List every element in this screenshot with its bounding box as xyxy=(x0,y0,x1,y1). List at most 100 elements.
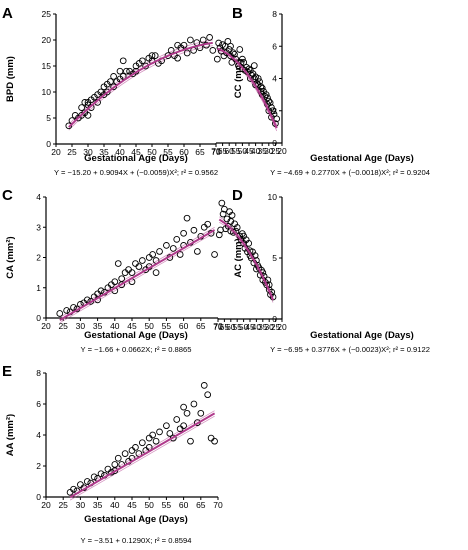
panel-c-data-point xyxy=(128,269,136,276)
panel-d-y-axis-title: AC (mm) xyxy=(233,238,244,278)
panel-e-data-point xyxy=(114,454,122,462)
panel-c-data-point xyxy=(149,251,156,258)
panel-a-x-tick-label: 50 xyxy=(147,147,157,157)
panel-a-data-point xyxy=(174,54,181,62)
panel-e-x-tick-label: 20 xyxy=(41,500,51,510)
panel-e-x-tick-label: 25 xyxy=(58,500,68,510)
panel-b-equation: Y = −4.69 + 0.2770X + (−0.0018)X²; r² = … xyxy=(270,168,430,177)
panel-b-x-tick-label: 65 xyxy=(218,146,228,156)
panel-a-x-axis-title: Gestational Age (Days) xyxy=(84,153,188,164)
panel-c-data-point xyxy=(176,251,184,258)
panel-c-equation: Y = −1.66 + 0.0662X; r² = 0.8865 xyxy=(81,345,192,354)
panel-a-data-point xyxy=(119,57,127,65)
panel-c-y-tick-label: 2 xyxy=(36,253,41,263)
panel-c-y-tick-label: 3 xyxy=(36,222,41,232)
panel-a-x-tick-label: 70 xyxy=(211,147,221,157)
panel-d-x-axis-title: Gestational Age (Days) xyxy=(310,330,414,341)
panel-d-equation: Y = −6.95 + 0.3776X + (−0.0023)X²; r² = … xyxy=(270,345,430,354)
panel-e-data-point xyxy=(138,439,146,447)
panel-b-data-point xyxy=(265,97,273,105)
panel-e-axes xyxy=(45,373,218,498)
panel-a-data-point xyxy=(148,52,156,59)
panel-e-data-point xyxy=(207,434,215,442)
panel-a-equation: Y = −15.20 + 0.9094X + (−0.0059)X²; r² =… xyxy=(54,168,218,177)
panel-e-data-point xyxy=(132,444,139,451)
panel-a-data-point xyxy=(183,49,191,57)
panel-d-letter: D xyxy=(232,187,243,204)
panel-b-x-tick-label: 25 xyxy=(271,146,281,156)
panel-b-x-tick-label: 50 xyxy=(238,146,248,156)
panel-a-y-tick-label: 15 xyxy=(42,61,52,71)
panel-c-y-tick-label: 4 xyxy=(36,192,41,202)
panel-d-x-tick-label: 25 xyxy=(271,322,281,332)
panel-c-data-point xyxy=(114,260,122,267)
panel-d-x-tick-label: 60 xyxy=(226,322,236,332)
panel-c-data-point xyxy=(83,296,91,304)
panel-b-x-tick-label: 55 xyxy=(231,146,241,156)
panel-e-letter: E xyxy=(2,363,12,380)
panel-c-data-point xyxy=(63,307,70,314)
panel-a-x-tick-label: 55 xyxy=(163,147,173,157)
panel-d-x-tick-label: 65 xyxy=(220,322,230,332)
panel-e-data-point xyxy=(166,430,174,437)
panel-a-x-tick-label: 40 xyxy=(115,147,125,157)
panel-a-y-tick-label: 20 xyxy=(42,35,52,45)
panel-c-x-tick-label: 40 xyxy=(110,321,120,331)
panel-a-x-tick-label: 65 xyxy=(195,147,205,157)
panel-c-data-point xyxy=(190,226,198,234)
panel-e-data-point xyxy=(190,400,198,408)
panel-d-data-point xyxy=(222,225,230,233)
panel-e-data-point xyxy=(111,461,119,468)
panel-e-data-point xyxy=(187,437,194,445)
panel-e-data-point xyxy=(77,481,84,488)
panel-c-x-tick-label: 65 xyxy=(196,321,206,331)
panel-c-axes xyxy=(45,197,218,319)
panel-e-data-point xyxy=(183,409,191,417)
panel-a-letter: A xyxy=(2,5,13,22)
panel-c-data-point xyxy=(138,257,146,264)
panel-e-x-axis-title: Gestational Age (Days) xyxy=(84,514,188,525)
panel-e-x-tick-label: 40 xyxy=(110,500,120,510)
panel-a-y-axis-title: BPD (mm) xyxy=(5,56,16,102)
panel-b-data-point xyxy=(231,50,238,58)
panel-d-data-point xyxy=(219,210,227,218)
panel-b-data-point xyxy=(258,84,266,92)
panel-e-data-point xyxy=(152,437,160,445)
panel-e-data-point xyxy=(83,478,91,485)
panel-c-data-point xyxy=(194,248,201,255)
panel-b-data-point xyxy=(246,75,254,82)
panel-a-upper-ci-line xyxy=(68,39,213,125)
panel-c-x-tick-label: 70 xyxy=(213,321,223,331)
panel-d-data-point xyxy=(221,205,228,213)
panel-c-data-point xyxy=(97,287,105,295)
panel-c-x-tick-label: 20 xyxy=(41,321,51,331)
panel-a-data-point xyxy=(107,78,114,85)
panel-d-x-tick-label: 35 xyxy=(258,322,268,332)
panel-e-y-tick-label: 6 xyxy=(36,399,41,409)
panel-e-data-point xyxy=(163,422,170,430)
panel-c-data-point xyxy=(163,242,170,249)
panel-e-upper-ci-line xyxy=(69,410,215,496)
panel-c-lower-ci-line xyxy=(59,232,215,324)
panel-e-x-tick-label: 70 xyxy=(213,500,223,510)
panel-b-x-tick-label: 60 xyxy=(224,146,234,156)
panel-c-fit-line xyxy=(59,229,216,322)
panel-a-data-point xyxy=(116,67,124,75)
panel-a-y-tick-label: 0 xyxy=(46,139,51,149)
panel-d-x-tick-label: 30 xyxy=(264,322,274,332)
panel-d: D AC (mm) Gestational Age (Days) Y = −6.… xyxy=(213,187,430,354)
panel-e-data-point xyxy=(90,473,98,481)
panel-a-x-tick-label: 30 xyxy=(83,147,93,157)
panel-e-x-tick-label: 50 xyxy=(144,500,154,510)
panel-b-letter: B xyxy=(232,5,243,22)
panel-c-y-axis-title: CA (mm²) xyxy=(5,236,16,278)
panel-b-x-tick-label: 20 xyxy=(277,146,287,156)
panel-c-x-tick-label: 30 xyxy=(76,321,86,331)
panel-b-y-tick-label: 8 xyxy=(272,9,277,19)
panel-d-x-tick-label: 70 xyxy=(213,322,223,332)
panel-b-data-point xyxy=(213,55,221,63)
panel-a-data-point xyxy=(151,52,159,59)
panel-c-x-tick-label: 55 xyxy=(162,321,172,331)
panel-d-y-tick-label: 10 xyxy=(268,192,278,202)
